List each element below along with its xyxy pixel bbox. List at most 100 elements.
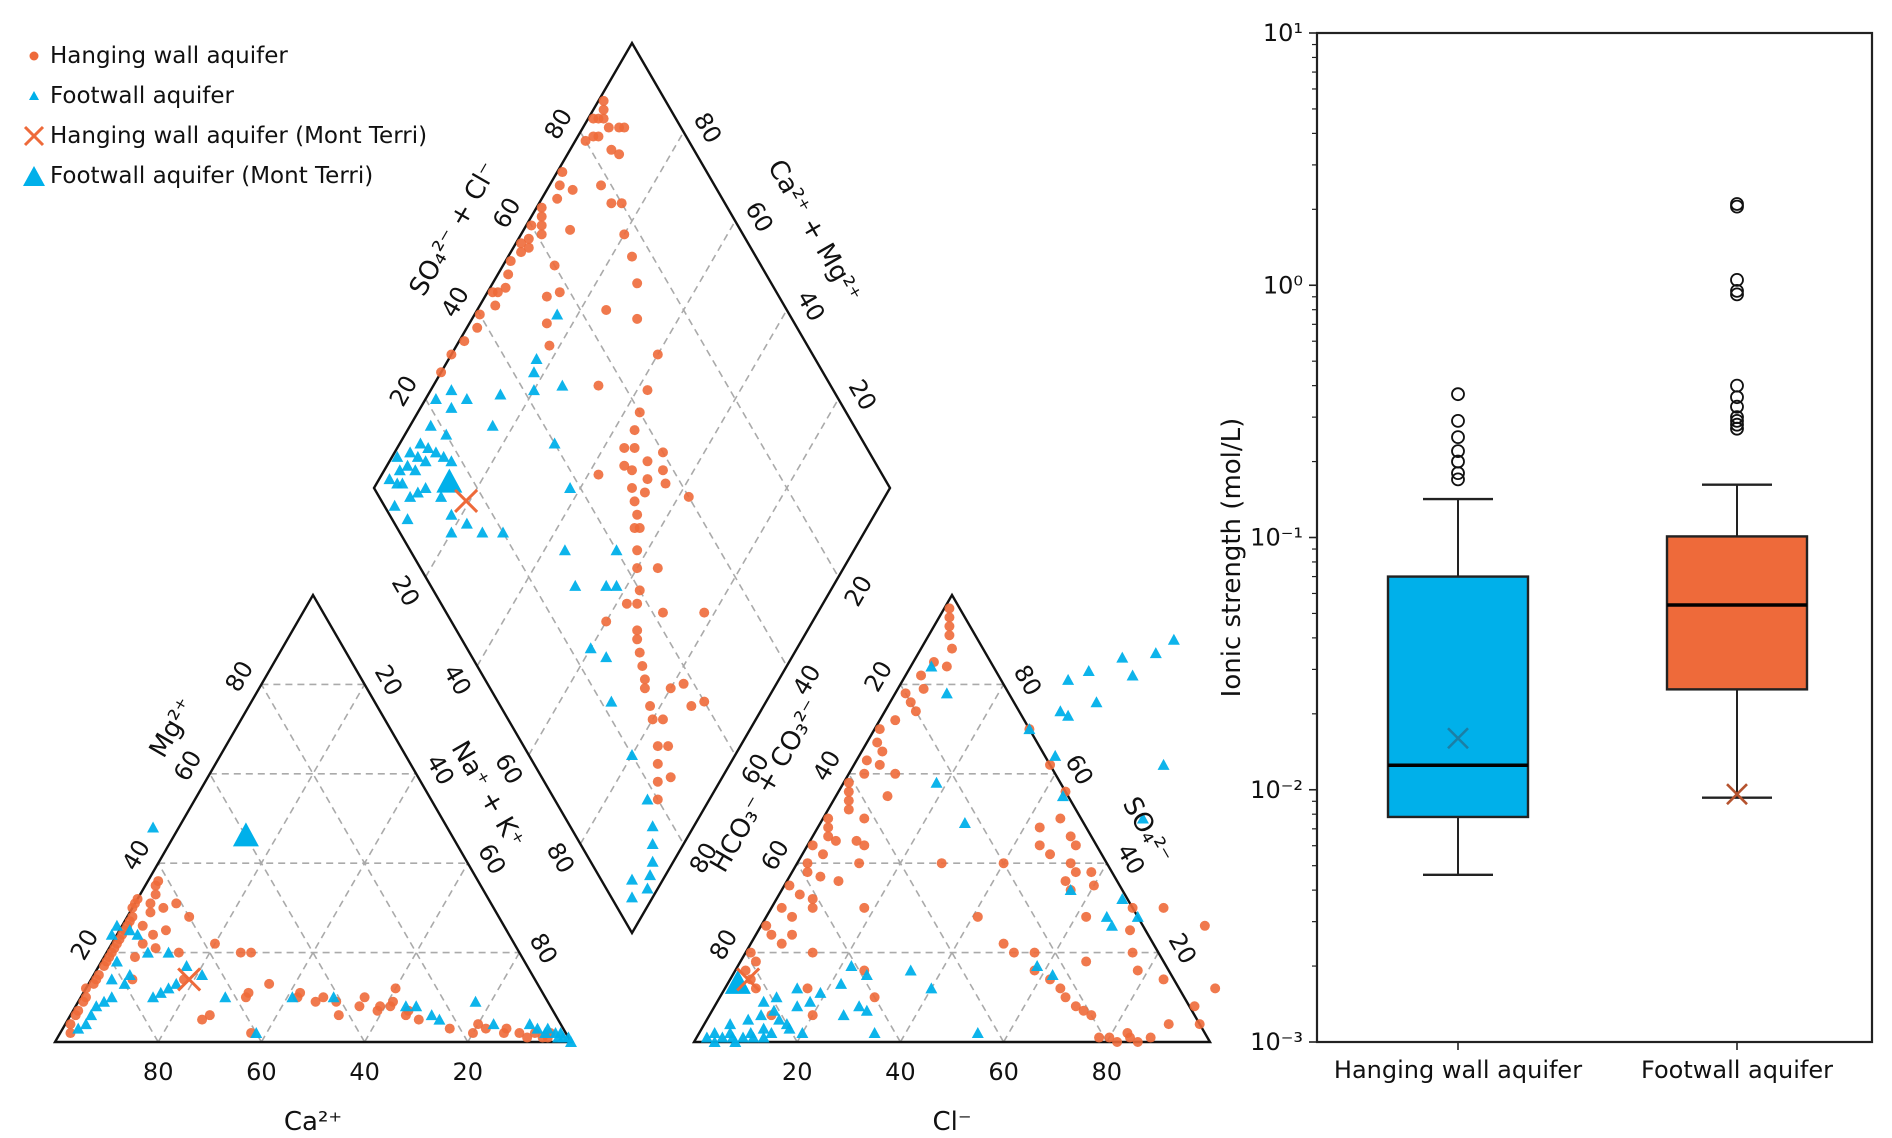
anion-point [818,849,828,860]
diamond-point [435,490,448,502]
anion-point [807,840,818,851]
anion-point [944,621,955,632]
mont-terri-marker [1447,727,1469,750]
tick-label: 20 [782,1058,813,1086]
anion-point [783,1022,796,1034]
anion-point [776,902,787,913]
anion-point [851,835,862,846]
anion-point [1070,1001,1081,1012]
cation-point [390,983,401,994]
anion-point [823,813,834,824]
cation-point [487,1018,500,1030]
cation-point [232,822,259,847]
diamond-grid-line [579,398,840,845]
diamond-point [404,446,417,458]
cation-point [90,1000,103,1012]
diamond-point [632,563,643,574]
cation-point [514,1028,525,1039]
diamond-point [626,749,638,760]
diamond-point [429,393,442,404]
anion-point [757,995,770,1007]
anion-point [859,840,870,851]
cation-point [333,1010,344,1021]
outlier-point [1730,417,1744,432]
diamond-point [527,384,540,396]
tick-label: 80 [704,924,744,964]
anion-point [1070,867,1081,878]
diamond-point [652,794,663,805]
diamond-point [383,473,396,485]
diamond-point [536,202,547,213]
anion-point [807,893,818,904]
anion-point [1112,1037,1123,1047]
anion-point [1062,709,1075,721]
tick-label: 80 [541,838,581,878]
diamond-point [401,459,414,471]
diamond-point [632,625,643,636]
diamond-point [663,741,674,752]
anion-point [814,986,827,998]
diamond-point [621,598,632,609]
anion-point [1090,696,1103,708]
diamond-point [683,491,694,502]
anion-point [736,967,761,992]
tick-label: 80 [1008,660,1048,700]
diamond-point [490,300,501,311]
point-layer [65,95,1221,1047]
diamond-point [549,260,560,271]
diamond-point [558,544,571,556]
anion-point [1062,673,1075,685]
cation-point [98,995,111,1007]
cation-point [433,1013,446,1025]
anion-point [716,1031,729,1043]
cation-point [180,960,193,972]
diamond-point [652,741,663,752]
diamond-point [541,318,552,329]
cation-point [132,893,143,904]
cation-point [522,1032,533,1043]
cation-point [137,938,148,949]
diamond-point [606,144,617,155]
cation-point [410,1000,423,1012]
anion-point [1078,1005,1089,1016]
anion-point [882,791,893,802]
diamond-point [627,251,637,262]
cation-point [531,1022,544,1034]
diamond-point [541,291,552,302]
tick-label: 40 [791,286,831,326]
cation-point [473,1019,484,1030]
diamond-point [634,407,645,418]
diamond-point [634,585,645,596]
cation-point [310,996,321,1007]
diamond-point [619,442,630,453]
anion-point [1049,749,1062,761]
cation-point [413,1014,424,1025]
legend-item-footwall: Footwall aquifer [22,76,427,116]
diamond-point [460,393,473,404]
diamond-point [632,509,643,520]
cation-point [177,967,202,992]
anion-point [742,1013,755,1025]
diamond-point [497,526,509,538]
cation-point [173,947,184,958]
diamond-frame [372,40,892,936]
cation-point [147,991,160,1003]
anion-point [1136,812,1149,824]
diamond-point [429,446,442,458]
anion-point [833,876,844,887]
anion-point [1126,669,1139,681]
cation-point [154,986,167,998]
diamond-point [409,464,422,476]
diamond-point [610,544,623,556]
anion-point [737,1031,750,1043]
cation-point [123,968,136,980]
cation-grid-line [105,952,159,1043]
diamond-point [414,437,427,449]
diamond-point [530,352,543,364]
anion-point [940,687,953,699]
anion-point [784,880,795,891]
tick-label: 60 [755,835,795,875]
diamond-point [536,211,547,222]
diamond-point [614,149,625,160]
